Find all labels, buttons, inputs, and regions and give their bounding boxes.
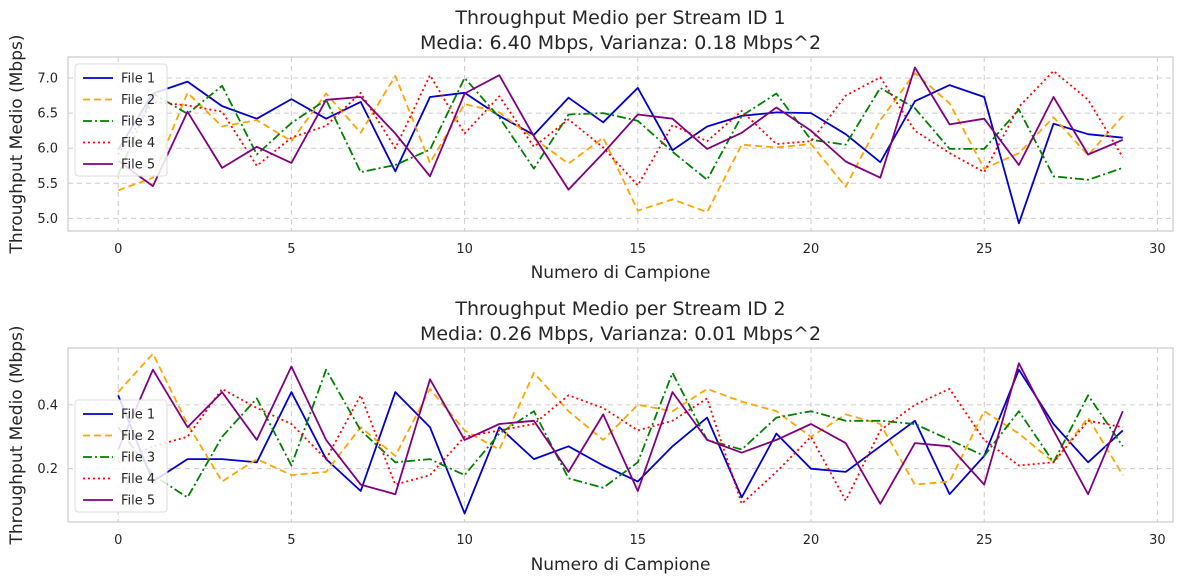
- x-tick-label: 20: [803, 533, 820, 548]
- series-line-file-2: [117, 72, 1124, 214]
- chart-title: Throughput Medio per Stream ID 1: [454, 7, 785, 29]
- legend-label: File 1: [121, 72, 155, 87]
- legend: File 1 File 2 File 3 File 4 File 5: [74, 399, 168, 513]
- y-tick-label: 5.5: [37, 177, 58, 192]
- x-tick-label: 10: [456, 533, 473, 548]
- series-line-file-3: [117, 368, 1124, 499]
- y-tick-label: 0.4: [37, 398, 58, 413]
- x-tick-label: 5: [287, 533, 295, 548]
- legend-box: [74, 399, 168, 513]
- x-tick-label: 30: [1149, 533, 1166, 548]
- y-tick-label: 7.0: [37, 72, 58, 87]
- x-tick-label: 25: [976, 242, 993, 257]
- legend-label: File 4: [121, 136, 155, 151]
- chart-title: Throughput Medio per Stream ID 2: [454, 298, 785, 320]
- series-line-file-2: [117, 352, 1124, 486]
- y-tick-label: 0.2: [37, 462, 58, 477]
- chart-panel-2: 0 5 10 15 20 25 30 0.2 0.4 Throughput Medio per S…: [7, 298, 1174, 575]
- legend-label: File 5: [121, 494, 155, 509]
- legend-label: File 1: [121, 408, 155, 423]
- x-tick-label: 30: [1149, 242, 1166, 257]
- x-tick-label: 0: [114, 533, 122, 548]
- legend-label: File 2: [121, 429, 155, 444]
- chart-panel-1: 0 5 10 15 20 25 30 5.0 5.5 6.0 6.5 7.0 Throughput Me…: [7, 7, 1174, 283]
- chart-subtitle: Media: 0.26 Mbps, Varianza: 0.01 Mbps^2: [420, 323, 821, 345]
- y-tick-label: 6.5: [37, 107, 58, 122]
- legend: File 1 File 2 File 3 File 4 File 5: [74, 63, 168, 177]
- series-line-file-4: [117, 70, 1124, 187]
- y-tick-label: 5.0: [37, 212, 58, 227]
- x-axis-label: Numero di Campione: [531, 263, 711, 283]
- y-axis-label: Throughput Medio (Mbps): [7, 326, 27, 546]
- x-axis-label: Numero di Campione: [531, 555, 711, 575]
- y-tick-label: 6.0: [37, 142, 58, 157]
- series-line-file-4: [117, 387, 1123, 505]
- x-tick-label: 0: [114, 242, 122, 257]
- legend-label: File 3: [121, 115, 155, 130]
- legend-label: File 2: [121, 93, 155, 108]
- x-tick-label: 15: [630, 533, 647, 548]
- series-line-file-5: [117, 66, 1124, 191]
- series-line-file-1: [117, 80, 1123, 225]
- y-axis-label: Throughput Medio (Mbps): [7, 35, 27, 255]
- legend-label: File 4: [121, 472, 155, 487]
- plot-frame: [67, 347, 1174, 523]
- series-line-file-5: [117, 362, 1124, 505]
- x-tick-label: 5: [287, 242, 295, 257]
- x-tick-label: 20: [803, 242, 820, 257]
- chart-subtitle: Media: 6.40 Mbps, Varianza: 0.18 Mbps^2: [420, 32, 821, 54]
- legend-label: File 3: [121, 451, 155, 466]
- legend-label: File 5: [121, 158, 155, 173]
- x-tick-label: 10: [456, 242, 473, 257]
- x-tick-label: 25: [976, 533, 993, 548]
- series-line-file-3: [117, 77, 1124, 181]
- legend-box: [74, 63, 168, 177]
- x-tick-label: 15: [630, 242, 647, 257]
- series-line-file-1: [117, 368, 1124, 515]
- plot-frame: [67, 56, 1174, 232]
